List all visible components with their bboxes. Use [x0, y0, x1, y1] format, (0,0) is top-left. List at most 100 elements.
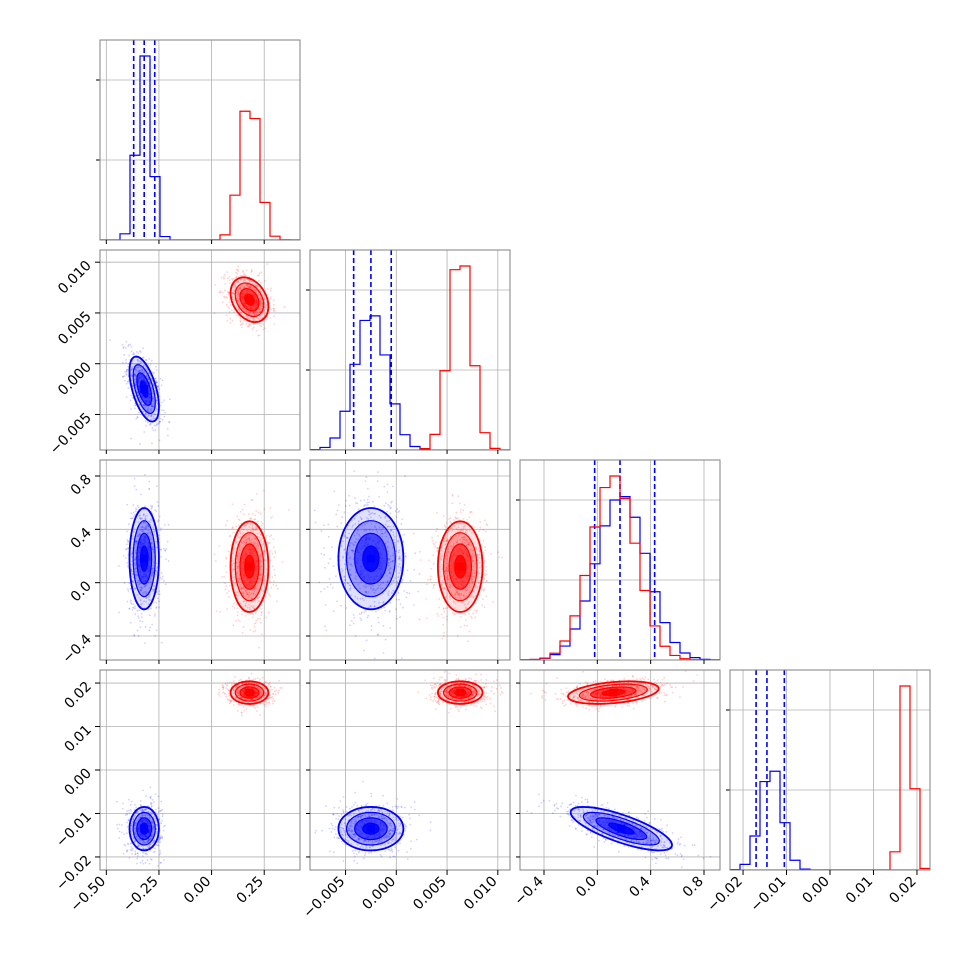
scatter-point [361, 613, 363, 615]
scatter-point [474, 617, 476, 619]
scatter-point [407, 569, 409, 571]
scatter-point [138, 352, 140, 354]
scatter-point [434, 546, 436, 548]
scatter-point [396, 618, 398, 620]
scatter-point [226, 271, 228, 273]
scatter-point [318, 581, 320, 583]
scatter-point [468, 613, 470, 615]
scatter-point [351, 620, 353, 622]
scatter-point [385, 502, 387, 504]
scatter-point [161, 401, 163, 403]
scatter-point [145, 359, 147, 361]
scatter-point [333, 610, 335, 612]
scatter-point [469, 631, 471, 633]
scatter-point [388, 505, 390, 507]
scatter-point [160, 841, 162, 843]
scatter-point [396, 516, 398, 518]
scatter-point [122, 362, 124, 364]
scatter-point [149, 488, 151, 490]
scatter-panel-1-0 [100, 250, 300, 451]
scatter-point [252, 513, 254, 515]
scatter-point [141, 616, 143, 618]
scatter-point [263, 329, 265, 331]
scatter-point [224, 582, 226, 584]
scatter-point [484, 546, 486, 548]
scatter-point [443, 607, 445, 609]
scatter-point [371, 625, 373, 627]
scatter-point [327, 586, 329, 588]
density-peak-red [456, 563, 464, 571]
scatter-point [226, 608, 228, 610]
scatter-point [374, 505, 376, 507]
scatter-point [405, 597, 407, 599]
scatter-point [474, 526, 476, 528]
scatter-point [276, 600, 278, 602]
scatter-point [236, 275, 238, 277]
scatter-point [149, 424, 151, 426]
scatter-point [237, 614, 239, 616]
scatter-point [126, 373, 128, 375]
scatter-point [408, 592, 410, 594]
scatter-point [228, 307, 230, 309]
scatter-point [227, 306, 229, 308]
scatter-point [235, 620, 237, 622]
scatter-point [163, 548, 165, 550]
scatter-point [130, 438, 132, 440]
scatter-point [142, 789, 144, 791]
scatter-point [240, 275, 242, 277]
scatter-point [273, 546, 275, 548]
scatter-point [145, 626, 147, 628]
scatter-point [169, 398, 171, 400]
scatter-point [130, 399, 132, 401]
scatter-point [483, 590, 485, 592]
scatter-point [349, 505, 351, 507]
scatter-point [126, 832, 128, 834]
scatter-point [452, 612, 454, 614]
scatter-point [466, 625, 468, 627]
scatter-point [270, 298, 272, 300]
scatter-point [430, 568, 432, 570]
scatter-point [358, 508, 360, 510]
scatter-point [122, 803, 124, 805]
scatter-point [165, 583, 167, 585]
scatter-point [390, 502, 392, 504]
scatter-point [119, 831, 121, 833]
scatter-point [273, 315, 275, 317]
scatter-point [143, 356, 145, 358]
scatter-point [138, 506, 140, 508]
scatter-point [160, 529, 162, 531]
scatter-point [426, 583, 428, 585]
scatter-point [229, 535, 231, 537]
scatter-point [261, 611, 263, 613]
scatter-point [329, 558, 331, 560]
scatter-point [337, 526, 339, 528]
scatter-point [328, 562, 330, 564]
scatter-point [118, 837, 120, 839]
scatter-point [452, 495, 454, 497]
scatter-point [147, 859, 149, 861]
scatter-point [132, 504, 134, 506]
scatter-point [232, 503, 234, 505]
scatter-point [140, 626, 142, 628]
scatter-point [151, 624, 153, 626]
scatter-point [128, 799, 130, 801]
scatter-point [436, 613, 438, 615]
scatter-point [125, 347, 127, 349]
scatter-point [354, 497, 356, 499]
scatter-point [345, 500, 347, 502]
scatter-point [345, 607, 347, 609]
scatter-point [141, 613, 143, 615]
scatter-point [482, 551, 484, 553]
density-peak-red [245, 563, 253, 571]
scatter-point [498, 556, 500, 558]
scatter-point [253, 631, 255, 633]
hist-panel-2 [520, 460, 720, 660]
scatter-point [273, 556, 275, 558]
scatter-point [467, 640, 469, 642]
scatter-point [160, 418, 162, 420]
scatter-point [455, 512, 457, 514]
scatter-point [364, 504, 366, 506]
scatter-point [132, 849, 134, 851]
scatter-point [127, 826, 129, 828]
scatter-point [235, 526, 237, 528]
